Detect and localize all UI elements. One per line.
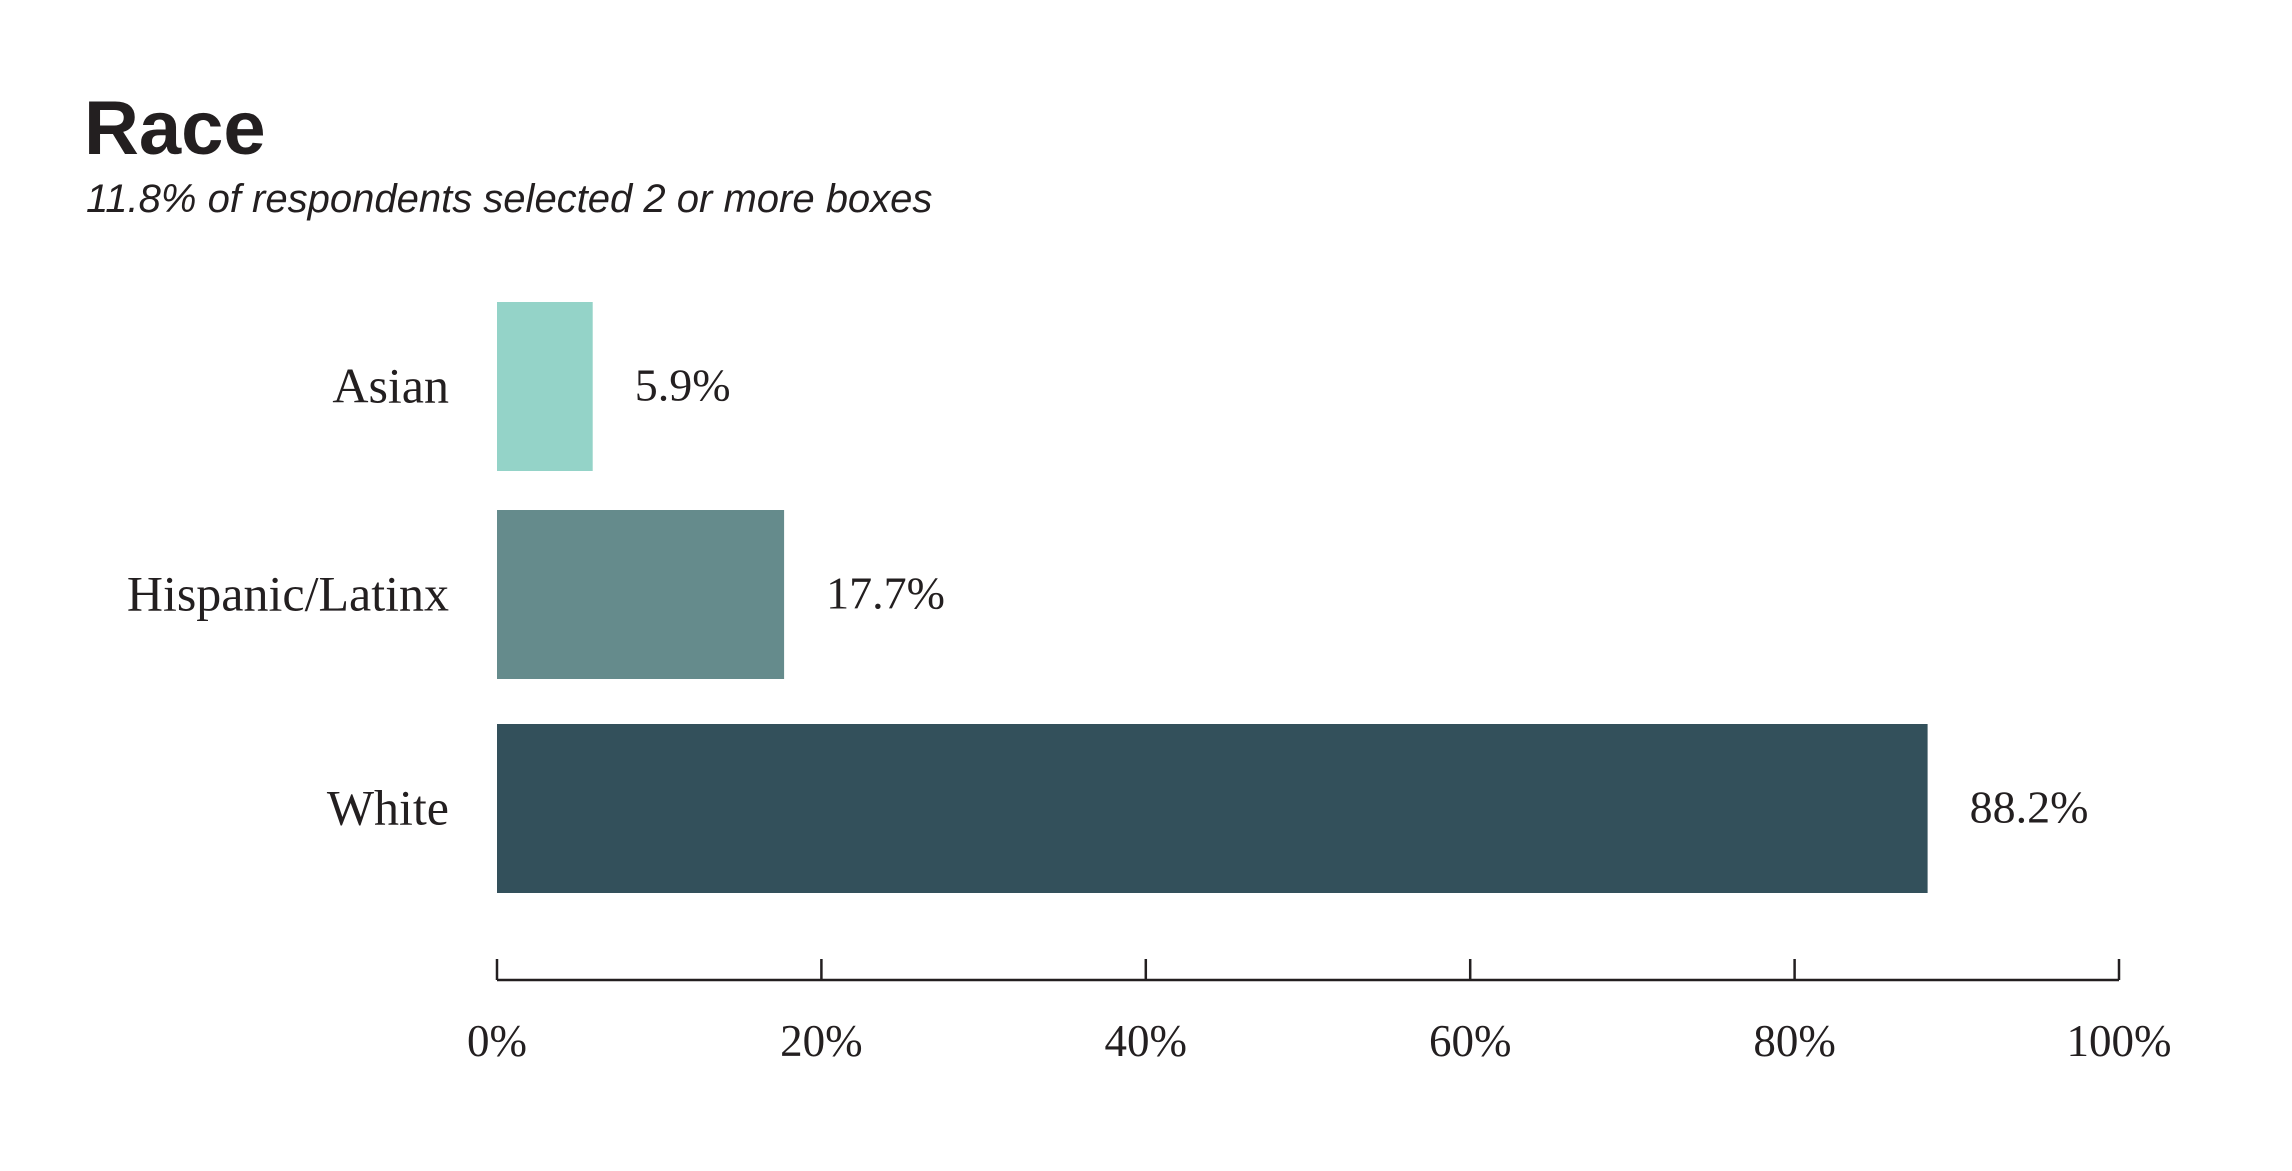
chart-subtitle: 11.8% of respondents selected 2 or more … — [86, 177, 932, 221]
category-label: Asian — [332, 358, 449, 414]
chart-title: Race — [84, 86, 266, 171]
bar-asian — [497, 302, 593, 471]
category-label: White — [327, 780, 449, 836]
x-tick-label: 40% — [1105, 1016, 1188, 1066]
x-tick-label: 0% — [467, 1016, 527, 1066]
value-label: 17.7% — [826, 568, 945, 619]
bar-hispanic-latinx — [497, 510, 785, 679]
bar-white — [497, 724, 1928, 893]
x-axis: 0% 20% 40% 60% 80% 100% — [467, 959, 2172, 1066]
x-tick-label: 60% — [1429, 1016, 1512, 1066]
value-label: 5.9% — [635, 360, 731, 411]
value-label: 88.2% — [1970, 782, 2089, 833]
bars-group: Asian 5.9% Hispanic/Latinx 17.7% White 88.2% — [127, 302, 2089, 893]
x-tick-label: 100% — [2067, 1016, 2172, 1066]
category-label: Hispanic/Latinx — [127, 566, 449, 622]
x-tick-label: 20% — [780, 1016, 863, 1066]
x-tick-label: 80% — [1753, 1016, 1836, 1066]
